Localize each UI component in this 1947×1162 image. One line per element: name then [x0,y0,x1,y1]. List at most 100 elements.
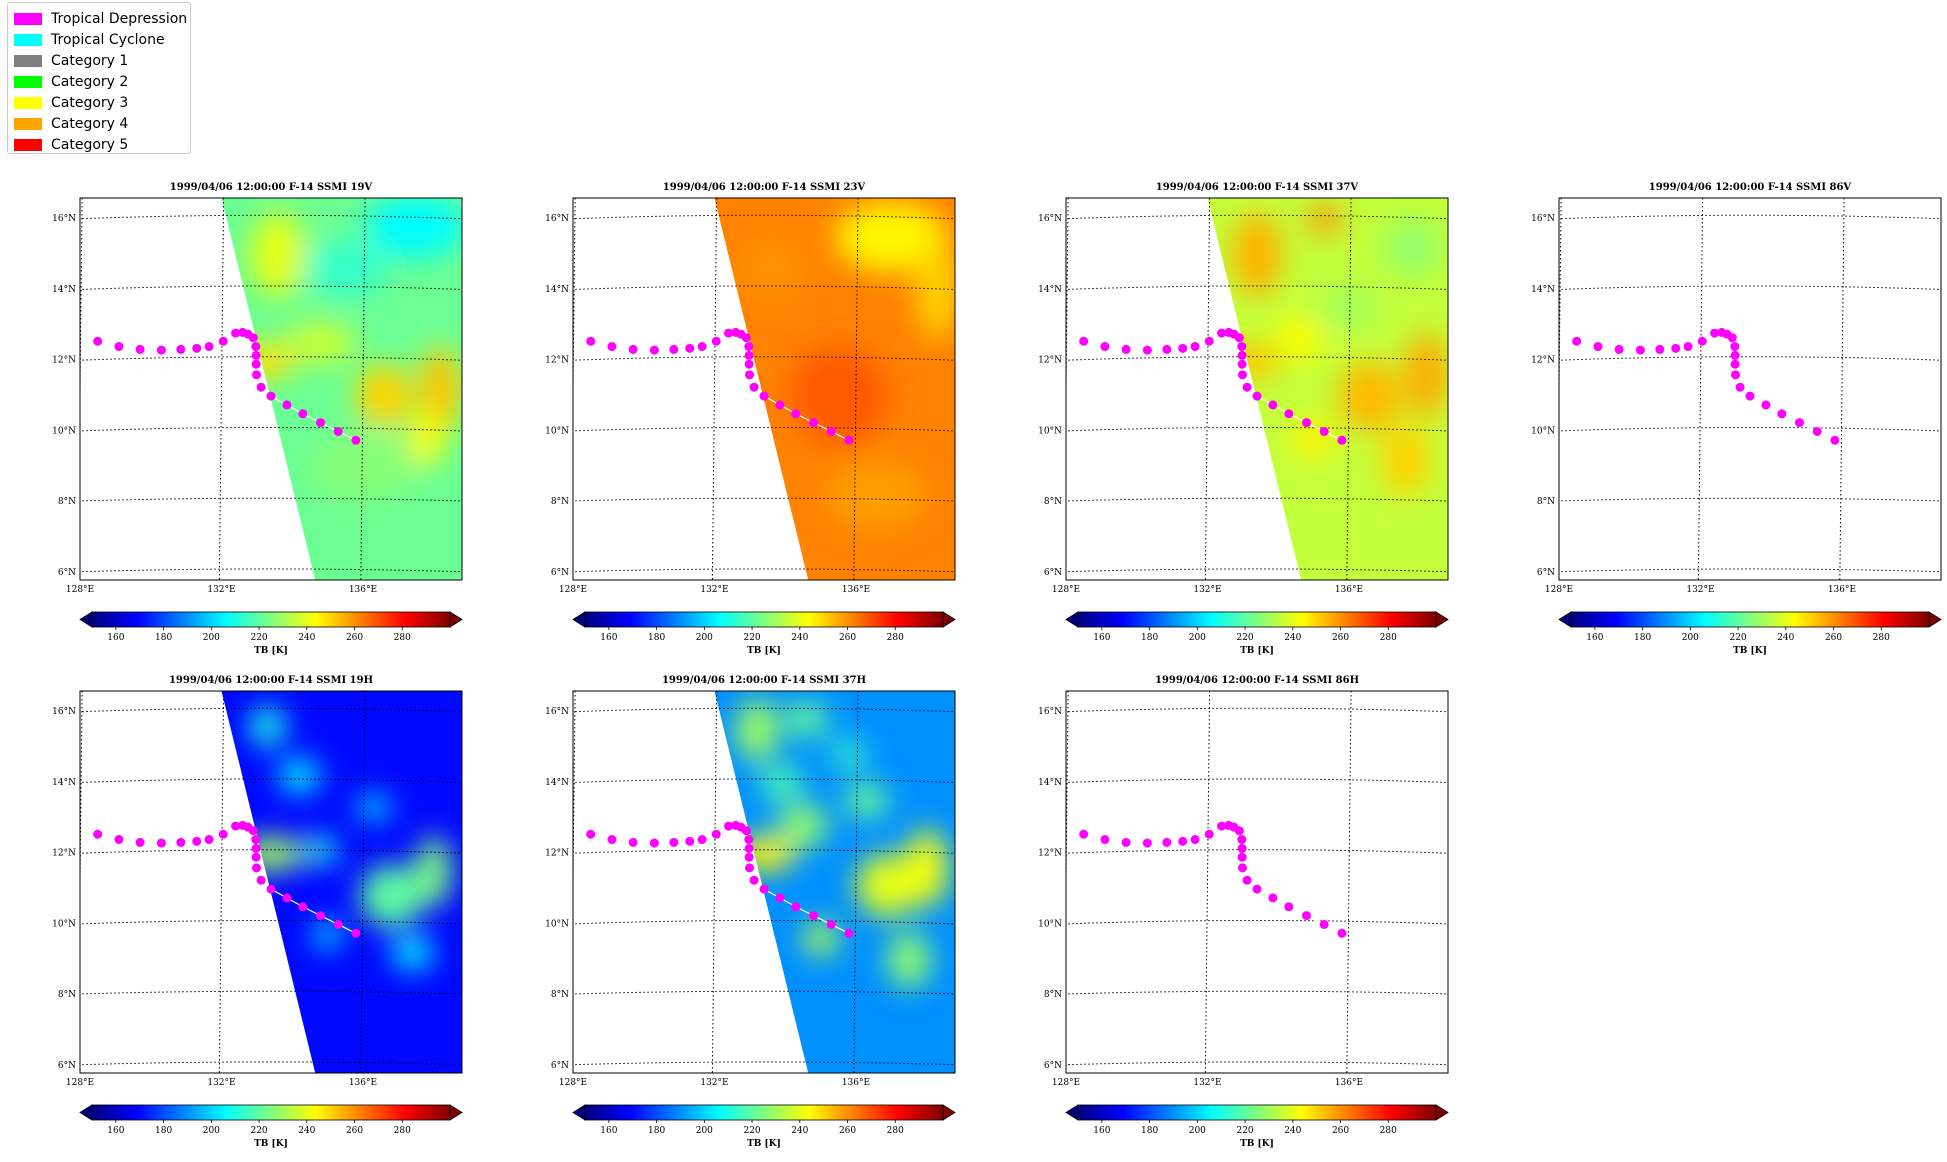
storm-track-point [744,350,754,360]
colorbar-tick-label: 280 [394,1126,411,1136]
latitude-label: 8°N [1044,990,1062,1000]
legend-swatch [14,13,42,25]
latitude-label: 8°N [1537,497,1555,507]
storm-track-point [744,342,754,352]
latitude-label: 6°N [58,568,76,578]
parallel-line [80,568,462,573]
map-panel: 1999/04/06 12:00:00 F-14 SSMI 23V 16°N 14°… [545,182,956,656]
colorbar: 160 180 200 220 240 260 280 TB [K] [572,611,956,656]
storm-track-point [1162,344,1172,354]
colorbar-tick-label: 220 [1236,633,1253,643]
latitude-label: 10°N [52,919,76,929]
longitude-label: 128°E [1545,585,1573,595]
colorbar: 160 180 200 220 240 260 280 TB [K] [1065,1104,1449,1149]
storm-track-point [1237,370,1247,380]
colorbar-min-extend [572,611,586,628]
legend-label: Category 5 [51,137,129,153]
colorbar-tick-label: 200 [203,633,220,643]
parallel-line [1066,214,1448,220]
storm-track-point [135,837,145,847]
longitude-label: 128°E [66,1078,94,1088]
parallel-line [1066,778,1448,783]
colorbar-label: TB [K] [747,646,781,656]
meridian-line [711,691,718,1073]
colorbar-tick-label: 240 [791,633,808,643]
storm-track-point [156,345,166,355]
storm-track-point [1812,426,1822,436]
colorbar-tick-label: 160 [1093,633,1110,643]
tb-anomaly [1292,417,1335,460]
latitude-label: 14°N [545,285,569,295]
latitude-label: 10°N [1038,426,1062,436]
parallel-line [573,707,955,713]
colorbar-label: TB [K] [1240,646,1274,656]
parallel-line [1559,285,1941,290]
parallel-line [1066,285,1448,290]
tb-anomaly [735,698,779,762]
parallel-line [1066,356,1448,361]
storm-track-point [1142,838,1152,848]
colorbar: 160 180 200 220 240 260 280 TB [K] [572,1104,956,1149]
colorbar-tick-label: 180 [648,633,665,643]
graticule [1066,691,1448,1073]
storm-category-legend: Tropical Depression Tropical Cyclone Categ… [7,2,191,154]
parallel-line [80,214,462,220]
storm-track-point [1237,843,1247,853]
legend-item: Tropical Depression [14,9,187,29]
map-area [80,198,462,580]
storm-track-point [775,400,785,410]
map-frame [79,197,463,581]
parallel-line [80,778,462,783]
storm-track-point [251,370,261,380]
storm-track-point [669,344,679,354]
colorbar-label: TB [K] [254,1139,288,1149]
tb-anomaly [249,212,307,298]
longitude-label: 136°E [349,585,377,595]
storm-track-point [586,336,596,346]
colorbar-min-extend [1065,1104,1079,1121]
storm-track-point [1284,409,1294,419]
colorbar-gradient [91,611,451,628]
parallel-line [80,285,462,290]
colorbar-tick-label: 200 [1189,1126,1206,1136]
tb-anomaly [1306,205,1342,234]
legend-swatch [14,118,42,130]
tb-anomaly [887,931,931,989]
legend-swatch [14,139,42,151]
map-frame [572,197,956,581]
longitude-label: 132°E [207,1078,235,1088]
storm-track-point [1204,336,1214,346]
storm-track-point [809,911,819,921]
storm-track-point [176,837,186,847]
storm-track-point [351,435,361,445]
panel-title: 1999/04/06 12:00:00 F-14 SSMI 23V [663,182,866,193]
colorbar-tick-label: 180 [155,633,172,643]
colorbar-gradient [584,1104,944,1121]
colorbar-label: TB [K] [1240,1139,1274,1149]
parallel-line [1066,426,1448,432]
panel-title: 1999/04/06 12:00:00 F-14 SSMI 37H [662,675,866,686]
tb-anomaly [302,836,339,865]
storm-track-point [744,359,754,369]
map-area [80,691,462,1073]
colorbar-tick-label: 200 [1682,633,1699,643]
storm-track-point [251,835,261,845]
storm-track-point [775,893,785,903]
storm-track-point [248,826,258,836]
storm-track-point [266,884,276,894]
colorbar-tick-label: 160 [107,1126,124,1136]
storm-track-point [316,418,326,428]
storm-track-point [1252,884,1262,894]
storm-track-point [685,836,695,846]
colorbar-tick-label: 220 [743,1126,760,1136]
storm-track-point [711,829,721,839]
latitude-label: 14°N [52,285,76,295]
storm-track-point [1730,342,1740,352]
colorbar-tick-label: 220 [250,633,267,643]
panel-title: 1999/04/06 12:00:00 F-14 SSMI 37V [1156,182,1359,193]
colorbar-tick-label: 280 [1380,1126,1397,1136]
storm-track-point [351,928,361,938]
latitude-label: 14°N [1038,778,1062,788]
latitude-label: 6°N [551,568,569,578]
parallel-line [573,990,955,995]
